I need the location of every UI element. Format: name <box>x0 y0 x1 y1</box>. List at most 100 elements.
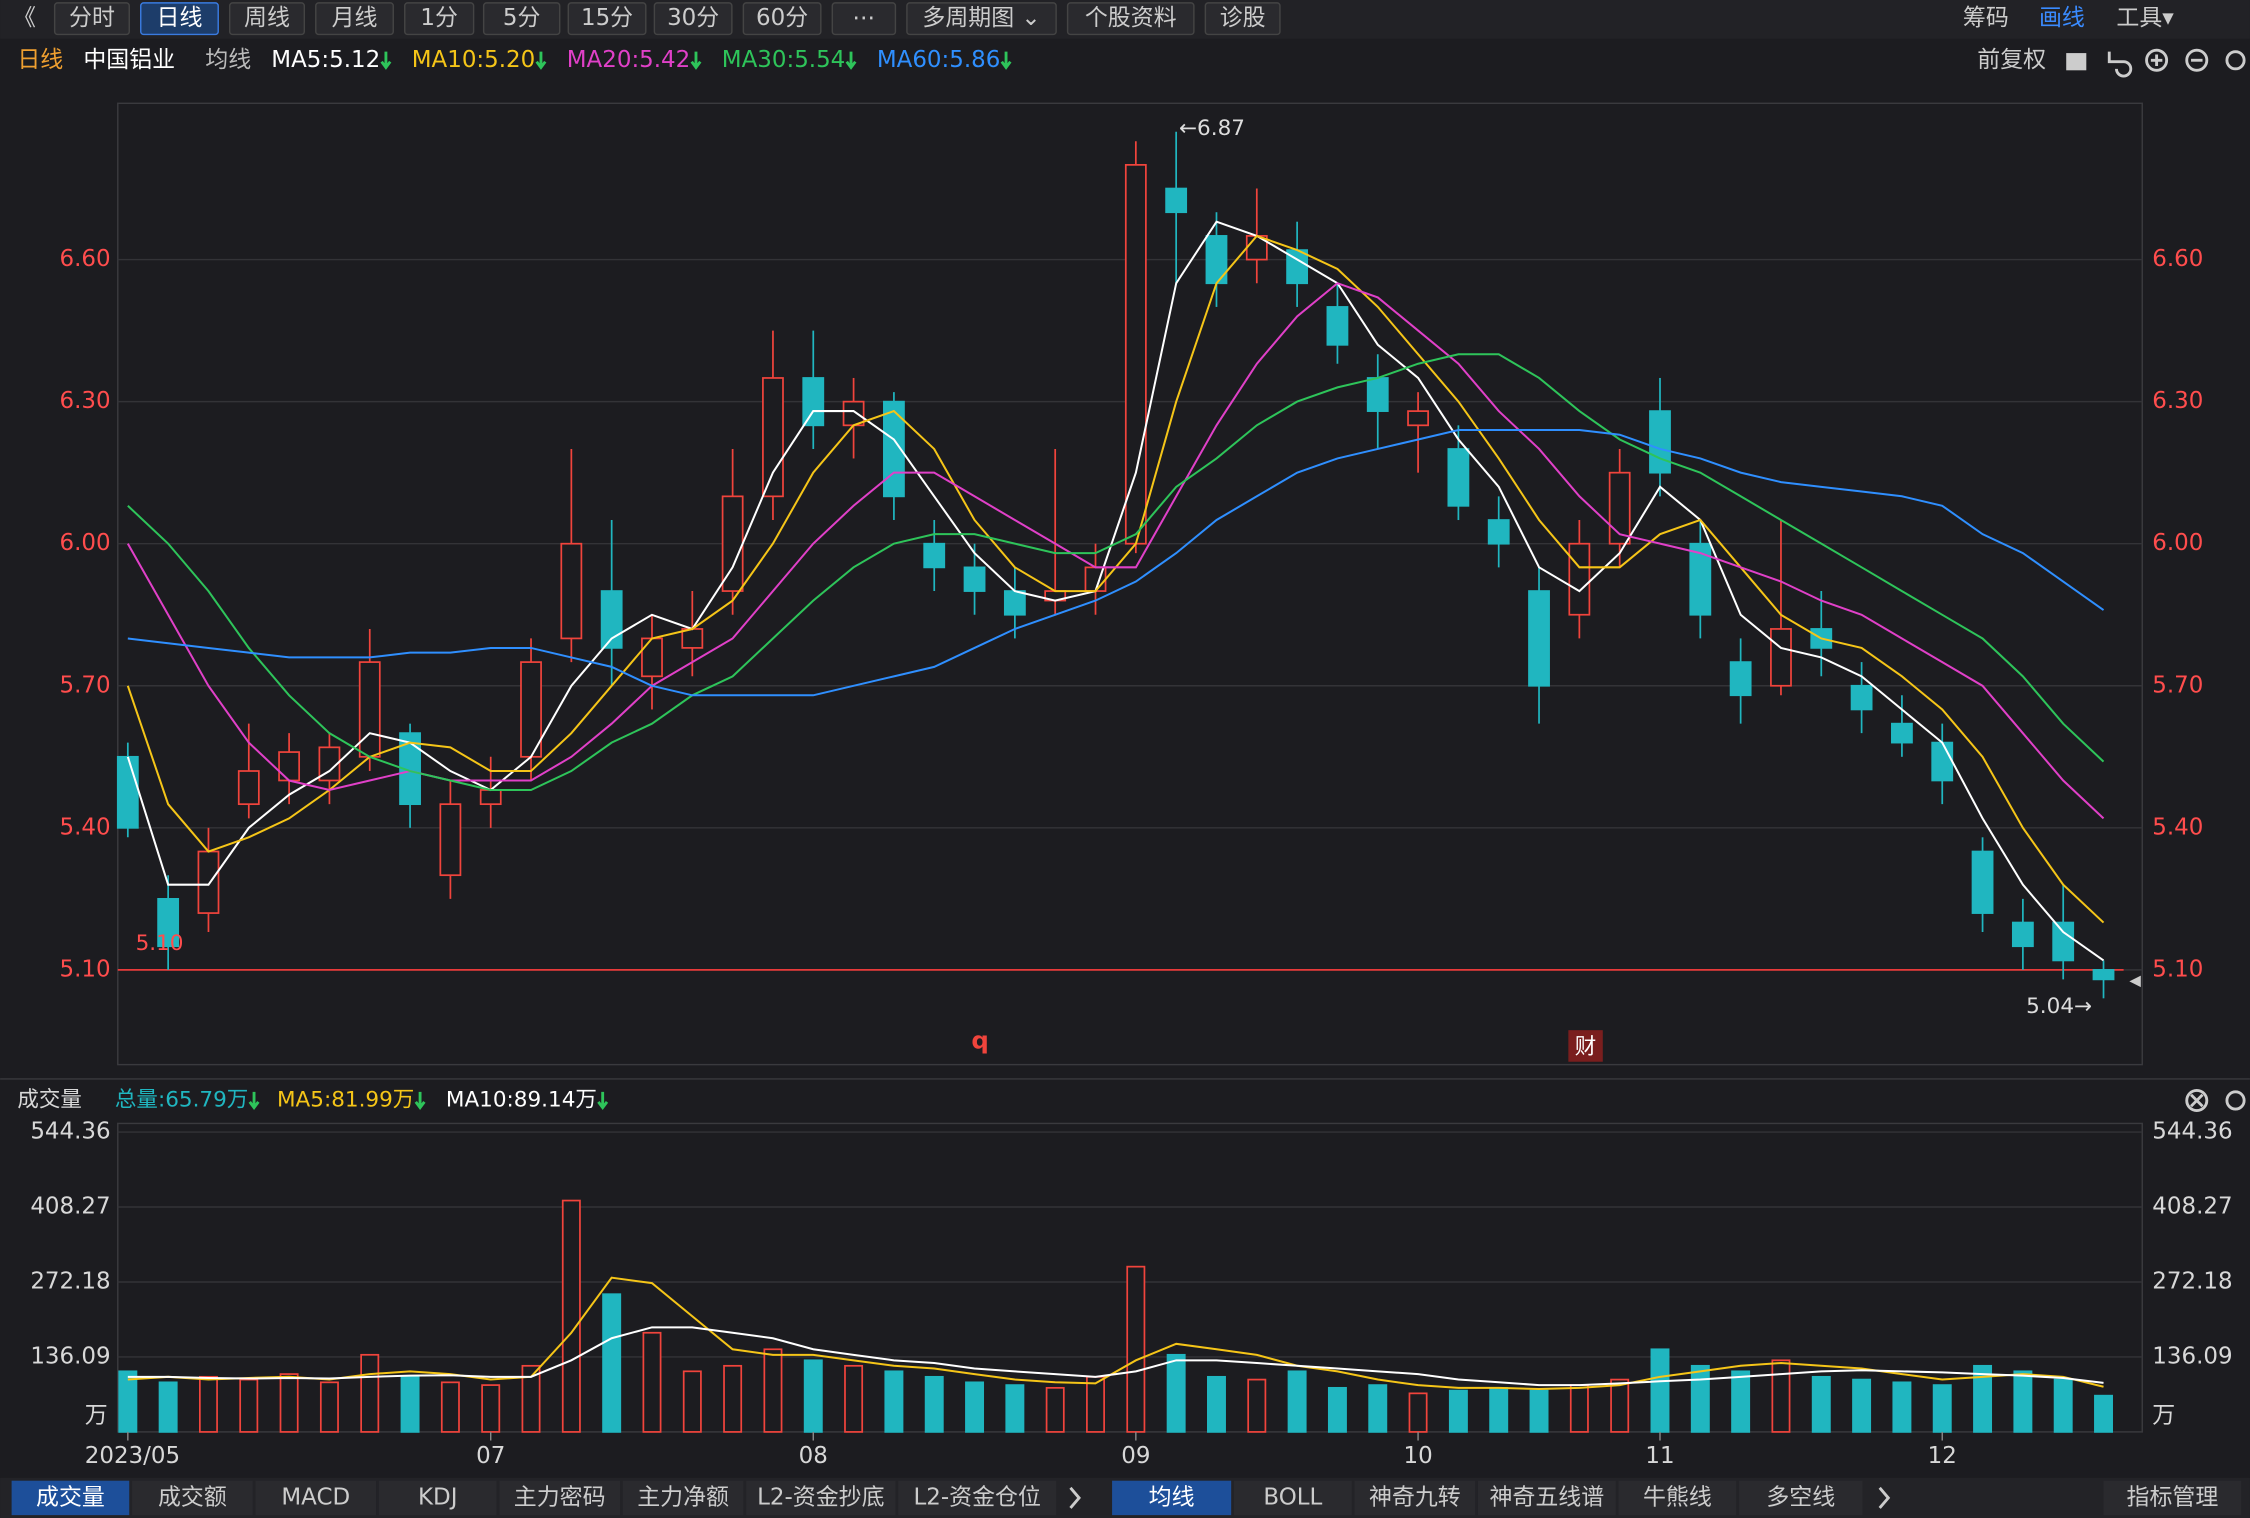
overlay-tab-label[interactable]: 多空线 <box>1766 1484 1835 1510</box>
tab-label[interactable]: 5分 <box>503 5 541 31</box>
legend-entry: MA10:5.20 <box>412 47 535 73</box>
close-icon[interactable] <box>2185 1089 2209 1112</box>
manage-label[interactable]: 指标管理 <box>2127 1484 2219 1510</box>
overlay-tab[interactable] <box>1477 1480 1616 1516</box>
settings-icon[interactable] <box>2225 1090 2246 1111</box>
indicator-tab[interactable] <box>622 1480 744 1516</box>
volume-bar <box>440 1381 460 1433</box>
scroll-arrow[interactable] <box>1878 1486 1891 1509</box>
tab-button[interactable] <box>653 2 733 36</box>
lock-icon[interactable] <box>2066 53 2087 71</box>
tab-label[interactable]: 个股资料 <box>1085 5 1177 31</box>
y-tick-label: 6.30 <box>60 388 111 414</box>
indicator-tab-label[interactable]: 主力净额 <box>637 1484 729 1510</box>
tab-button[interactable] <box>404 2 475 36</box>
volume-title: 成交量 <box>17 1087 82 1112</box>
volume-bar <box>2053 1378 2073 1433</box>
tab-label[interactable]: 15分 <box>581 5 633 31</box>
overlay-tab[interactable] <box>1739 1480 1863 1516</box>
manage-button[interactable] <box>2103 1480 2242 1516</box>
indicator-tab[interactable] <box>898 1480 1057 1516</box>
tab-label[interactable]: 1分 <box>420 5 458 31</box>
tab-button[interactable] <box>906 2 1057 36</box>
overlay-tab-label[interactable]: 均线 <box>1149 1484 1195 1510</box>
indicator-tab[interactable] <box>132 1480 253 1516</box>
volume-bar <box>481 1384 501 1433</box>
indicator-tab-label[interactable]: MACD <box>281 1484 350 1510</box>
tab-button[interactable] <box>482 2 561 36</box>
event-marker[interactable]: 财 <box>1575 1034 1597 1059</box>
tab-button[interactable] <box>1066 2 1195 36</box>
candle-body <box>1689 542 1712 616</box>
indicator-tab-label[interactable]: 成交额 <box>158 1484 227 1510</box>
settings-icon[interactable] <box>2225 50 2246 71</box>
tab-button[interactable] <box>228 2 306 36</box>
tab-label[interactable]: 周线 <box>244 5 290 31</box>
scroll-arrow[interactable] <box>1069 1486 1081 1509</box>
indicator-tab-label[interactable]: KDJ <box>418 1484 457 1510</box>
overlay-tab[interactable] <box>1354 1480 1476 1516</box>
tab-button[interactable] <box>315 2 394 36</box>
volume-bar <box>1650 1348 1670 1433</box>
overlay-tab[interactable] <box>1112 1480 1232 1516</box>
volume-bar <box>561 1199 581 1433</box>
tab-label[interactable]: 日线 <box>157 5 203 31</box>
header-icons <box>2066 48 2246 1112</box>
tab-label[interactable]: 60分 <box>756 5 808 31</box>
stock-name: 中国铝业 <box>83 47 175 73</box>
indicator-tab[interactable] <box>11 1480 130 1516</box>
overlay-tab[interactable] <box>1234 1480 1352 1516</box>
y2-tick-label: 6.00 <box>2152 530 2203 556</box>
zoom-out-icon[interactable] <box>2185 48 2209 72</box>
y-tick-label: 5.40 <box>60 814 111 840</box>
tool-label[interactable]: 筹码 <box>1963 5 2009 31</box>
indicator-tab-label[interactable]: 成交量 <box>36 1484 105 1510</box>
indicator-tab[interactable] <box>746 1480 896 1516</box>
tab-label[interactable]: 月线 <box>332 5 378 31</box>
tab-label[interactable]: 分时 <box>69 5 115 31</box>
indicator-tab-label[interactable]: 主力密码 <box>514 1484 606 1510</box>
candle-body <box>278 751 301 782</box>
candle-body <box>358 661 381 758</box>
indicator-tab-label[interactable]: L2-资金仓位 <box>914 1484 1041 1510</box>
tool-label[interactable]: 画线 <box>2039 5 2085 31</box>
y-tick-label: 6.00 <box>60 530 111 556</box>
candle-body <box>1568 542 1591 616</box>
tab-button[interactable] <box>53 2 130 36</box>
overlay-tab-label[interactable]: BOLL <box>1263 1484 1322 1510</box>
tab-label[interactable]: 多周期图 ⌄ <box>922 5 1040 31</box>
tab-button[interactable] <box>567 2 647 36</box>
tab-label[interactable]: ⋯ <box>852 5 875 31</box>
volume-bar <box>1086 1375 1105 1433</box>
overlay-tab-label[interactable]: 神奇九转 <box>1369 1484 1461 1510</box>
overlay-tab[interactable] <box>1618 1480 1737 1516</box>
x-tick-label: 2023/05 <box>85 1443 180 1469</box>
volume-bar <box>763 1348 783 1433</box>
tab-button[interactable] <box>1204 2 1281 36</box>
tab-button[interactable] <box>831 2 897 36</box>
volume-bar <box>884 1370 904 1433</box>
undo-icon[interactable] <box>2107 51 2133 78</box>
tool-label[interactable]: 工具▾ <box>2116 5 2174 31</box>
y2-tick-label: 408.27 <box>2152 1194 2232 1220</box>
down-arrow <box>597 1091 609 1111</box>
indicator-tab-label[interactable]: L2-资金抄底 <box>757 1484 884 1510</box>
candle-body <box>479 789 502 806</box>
tab-label[interactable]: 诊股 <box>1220 5 1266 31</box>
y-tick-label: 408.27 <box>30 1194 110 1220</box>
indicator-tab[interactable] <box>499 1480 620 1516</box>
volume-bar <box>360 1353 380 1433</box>
overlay-tab-label[interactable]: 牛熊线 <box>1643 1484 1712 1510</box>
indicator-tab[interactable] <box>255 1480 377 1516</box>
tab-button[interactable] <box>742 2 822 36</box>
tab-label[interactable]: 30分 <box>667 5 719 31</box>
tab-button[interactable] <box>140 2 219 36</box>
event-marker[interactable]: q <box>971 1026 988 1055</box>
indicator-tab[interactable] <box>378 1480 497 1516</box>
zoom-in-icon[interactable] <box>2145 48 2169 72</box>
overlay-tab-label[interactable]: 神奇五线谱 <box>1489 1484 1604 1510</box>
volume-bar <box>239 1378 259 1433</box>
tab-label[interactable]: 《 <box>13 5 36 31</box>
close-x <box>2190 1093 2204 1108</box>
adjust-label[interactable]: 前复权 <box>1977 47 2046 73</box>
